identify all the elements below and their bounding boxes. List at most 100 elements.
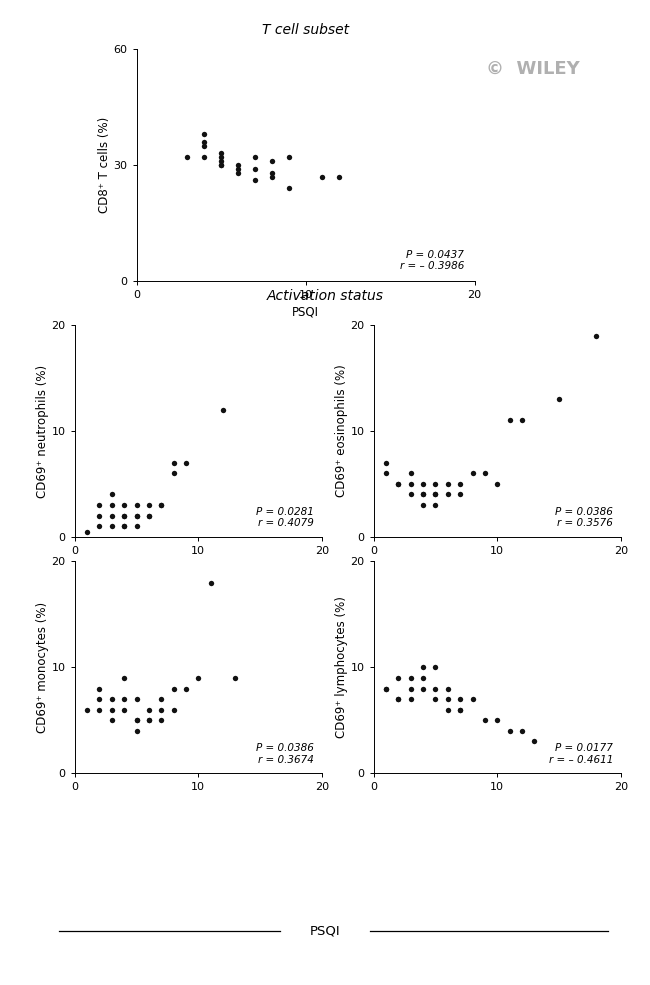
Point [199,138,209,154]
Point [144,497,154,513]
Point [199,126,209,142]
Point [193,670,203,686]
Y-axis label: CD69⁺ neutrophils (%): CD69⁺ neutrophils (%) [36,364,49,497]
Point [107,487,117,502]
Point [156,691,166,707]
Point [199,150,209,165]
Point [430,691,441,707]
Point [517,413,527,428]
Point [504,413,515,428]
Point [181,681,191,696]
Point [216,146,226,162]
Point [131,691,142,707]
Point [131,712,142,728]
Point [119,497,129,513]
Text: P = 0.0177
r = – 0.4611: P = 0.0177 r = – 0.4611 [549,743,614,764]
Point [418,681,428,696]
Point [266,154,277,169]
Point [406,465,416,481]
Point [119,508,129,524]
Point [418,670,428,686]
Point [443,691,453,707]
Point [467,691,478,707]
Point [283,150,294,165]
Point [283,180,294,196]
Y-axis label: CD69⁺ lymphocytes (%): CD69⁺ lymphocytes (%) [335,596,348,739]
Point [144,712,154,728]
Point [504,723,515,739]
Point [156,497,166,513]
Point [168,455,179,471]
Point [107,497,117,513]
Point [94,691,105,707]
Point [406,681,416,696]
Point [107,691,117,707]
Point [233,161,243,176]
Point [430,487,441,502]
Point [94,497,105,513]
Point [216,157,226,172]
Point [131,508,142,524]
Point [216,150,226,165]
Point [418,487,428,502]
Point [119,691,129,707]
Point [467,465,478,481]
Point [230,670,240,686]
Point [430,681,441,696]
Point [199,134,209,150]
Point [216,154,226,169]
Y-axis label: CD69⁺ monocytes (%): CD69⁺ monocytes (%) [36,602,49,733]
Point [168,465,179,481]
Point [144,712,154,728]
Point [156,497,166,513]
Point [455,701,465,717]
Text: T cell subset: T cell subset [262,24,349,37]
X-axis label: PSQI: PSQI [292,305,319,318]
Point [430,487,441,502]
Point [381,681,391,696]
Point [168,681,179,696]
Point [418,476,428,492]
Point [554,391,564,407]
Point [107,712,117,728]
Text: P = 0.0386
r = 0.3576: P = 0.0386 r = 0.3576 [556,506,614,528]
Point [144,508,154,524]
Point [250,161,260,176]
Point [119,518,129,534]
Point [455,487,465,502]
Point [480,712,490,728]
Y-axis label: CD69⁺ eosinophils (%): CD69⁺ eosinophils (%) [335,364,348,497]
Point [131,712,142,728]
Point [492,476,502,492]
Point [266,168,277,184]
Point [168,701,179,717]
Point [334,168,345,184]
Point [131,723,142,739]
Point [443,487,453,502]
Point [250,150,260,165]
Point [430,476,441,492]
Point [119,701,129,717]
Point [381,465,391,481]
Point [492,712,502,728]
Point [94,508,105,524]
Point [94,701,105,717]
Point [418,660,428,676]
Text: P = 0.0281
r = 0.4079: P = 0.0281 r = 0.4079 [257,506,315,528]
Point [119,508,129,524]
Point [131,518,142,534]
Point [317,168,328,184]
Point [443,476,453,492]
Point [406,670,416,686]
Point [418,497,428,513]
Point [480,465,490,481]
Point [381,455,391,471]
Point [82,524,92,540]
Point [393,476,404,492]
Text: ©  WILEY: © WILEY [486,60,580,78]
Text: P = 0.0437
r = – 0.3986: P = 0.0437 r = – 0.3986 [400,250,464,272]
Point [82,701,92,717]
Point [94,518,105,534]
Point [144,508,154,524]
Point [591,328,601,344]
